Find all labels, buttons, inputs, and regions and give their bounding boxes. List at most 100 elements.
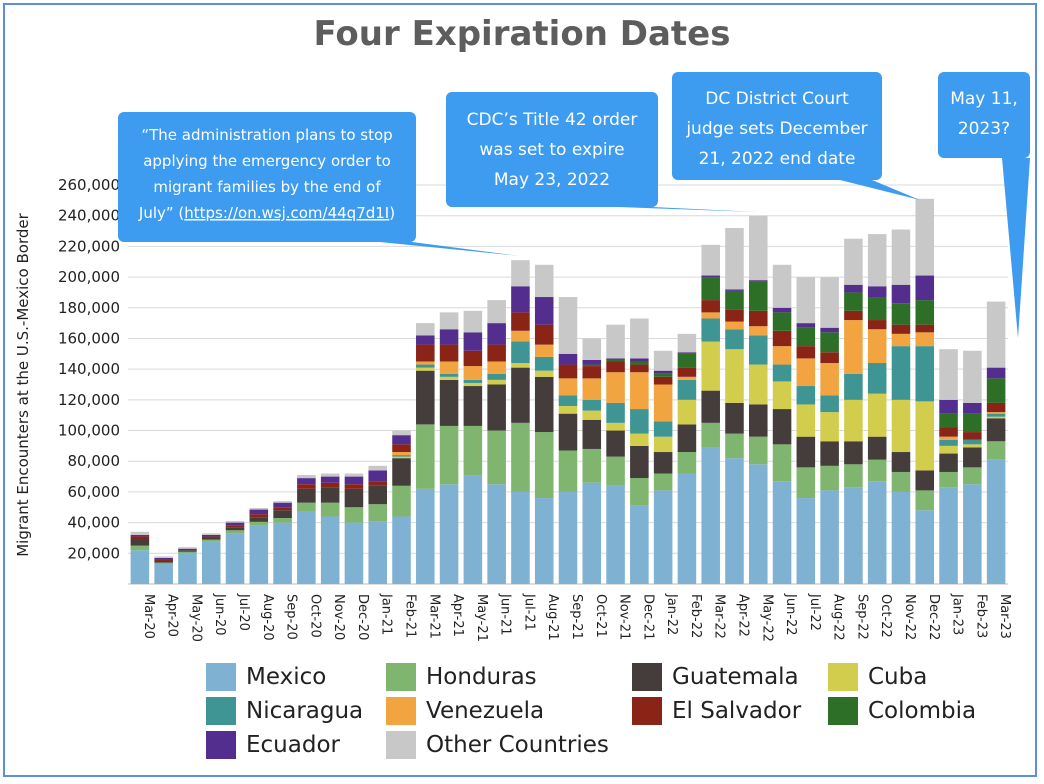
- bar-segment: [558, 353, 578, 365]
- bar-segment: [701, 312, 720, 319]
- bar-segment: [820, 490, 839, 584]
- bar-segment: [511, 312, 530, 331]
- bar-segment: [701, 447, 720, 584]
- bar-segment: [891, 284, 911, 304]
- bar-segment: [630, 364, 649, 373]
- bar-segment: [796, 498, 816, 584]
- bar-segment: [986, 459, 1006, 584]
- bar-segment: [249, 521, 269, 526]
- bar-segment: [487, 430, 506, 485]
- bar-segment: [130, 550, 150, 584]
- bar-segment: [439, 329, 459, 345]
- bar-segment: [677, 367, 697, 377]
- bar-segment: [963, 439, 982, 445]
- bar-segment: [963, 447, 982, 468]
- bar-segment: [368, 521, 388, 584]
- bar-segment: [534, 324, 554, 345]
- callout-1-link[interactable]: https://on.wsj.com/44q7d1I: [184, 204, 389, 222]
- bar-segment: [130, 539, 150, 546]
- bar-segment: [986, 418, 1006, 442]
- x-tick-label: Dec-22: [926, 594, 941, 640]
- bar-segment: [511, 367, 530, 423]
- x-tick-label: Aug-21: [545, 594, 560, 641]
- bar-segment: [416, 488, 435, 584]
- bar-segment: [320, 502, 340, 517]
- bar-segment: [154, 564, 173, 584]
- bar-segment: [225, 533, 245, 584]
- bar-segment: [725, 329, 744, 350]
- y-tick-labels: 20,000 40,000 60,000 80,000 100,000 120,000 14…: [58, 176, 120, 562]
- bar-segment: [677, 333, 697, 353]
- bar-segment: [201, 539, 221, 542]
- bar-segment: [748, 464, 768, 584]
- bar-segment: [772, 330, 792, 347]
- x-tick-label: Mar-22: [712, 594, 727, 639]
- legend-item: Nicaragua: [206, 696, 363, 726]
- bar-segment: [963, 413, 982, 433]
- legend-label: Ecuador: [246, 732, 340, 758]
- bar-segment: [511, 491, 530, 584]
- bar-segment: [820, 327, 839, 333]
- callout-3-line-2: judge sets December: [685, 119, 867, 139]
- bar-segment: [677, 353, 697, 368]
- bar-segment: [701, 422, 720, 448]
- x-tick-label: Jan-22: [664, 593, 679, 635]
- legend-label: El Salvador: [672, 698, 802, 724]
- bar-segment: [439, 425, 459, 485]
- bar-segment: [558, 450, 578, 492]
- bar-segment: [986, 367, 1006, 379]
- bar-segment: [939, 436, 958, 440]
- bar-segment: [511, 422, 530, 492]
- bar-segment: [677, 452, 697, 474]
- bar-segment: [511, 363, 530, 368]
- bar-segment: [915, 401, 935, 471]
- bar-segment: [891, 324, 911, 334]
- bar-segment: [511, 260, 530, 287]
- callout-may-11: May 11, 2023?: [938, 72, 1030, 338]
- bar-segment: [796, 323, 816, 328]
- bar-segment: [891, 229, 911, 285]
- bar-segment: [867, 436, 887, 460]
- y-tick-label: 100,000: [58, 422, 120, 440]
- x-tick-label: Apr-21: [450, 594, 465, 637]
- bar-segment: [891, 346, 911, 400]
- legend-label: Nicaragua: [246, 698, 364, 724]
- bar-segment: [130, 545, 150, 551]
- bar-segment: [606, 358, 625, 360]
- bar-segment: [653, 452, 673, 474]
- y-tick-label: 180,000: [58, 299, 120, 317]
- bar-segment: [534, 370, 554, 377]
- bar-segment: [225, 522, 245, 526]
- bar-segment: [915, 300, 935, 325]
- bar-segment: [748, 436, 768, 465]
- x-tick-label: Mar-20: [141, 594, 156, 639]
- bar-segment: [201, 537, 221, 540]
- bar-segment: [249, 509, 269, 515]
- x-tick-label: Mar-23: [997, 594, 1012, 639]
- x-tick-labels: Mar-20 Apr-20 May-20 Jun-20 Jul-20 Aug-20 Sep-…: [141, 593, 1012, 642]
- chart-legend: Mexico Nicaragua Ecuador Honduras Venezuela O…: [206, 662, 1006, 772]
- bar-segment: [867, 234, 887, 287]
- bar-segment: [582, 410, 602, 420]
- bar-segment: [344, 484, 364, 489]
- x-tick-label: Jan-23: [950, 593, 965, 635]
- bar-segment: [867, 329, 887, 364]
- bar-segment: [178, 551, 197, 554]
- bar-segment: [130, 531, 150, 535]
- x-tick-label: Oct-22: [878, 594, 893, 638]
- bar-segment: [986, 416, 1006, 419]
- bar-segment: [606, 324, 625, 359]
- legend-swatch: [386, 697, 416, 725]
- bar-segment: [986, 378, 1006, 403]
- y-tick-label: 260,000: [58, 176, 120, 194]
- bar-segment: [606, 485, 625, 584]
- bar-segment: [249, 514, 269, 518]
- bar-segment: [534, 356, 554, 371]
- bar-segment: [392, 485, 411, 517]
- x-tick-label: Nov-20: [331, 594, 346, 640]
- bar-segment: [844, 310, 863, 321]
- legend-item: Ecuador: [206, 730, 340, 760]
- bar-segment: [867, 297, 887, 321]
- bar-segment: [820, 412, 839, 442]
- bar-segment: [844, 464, 863, 488]
